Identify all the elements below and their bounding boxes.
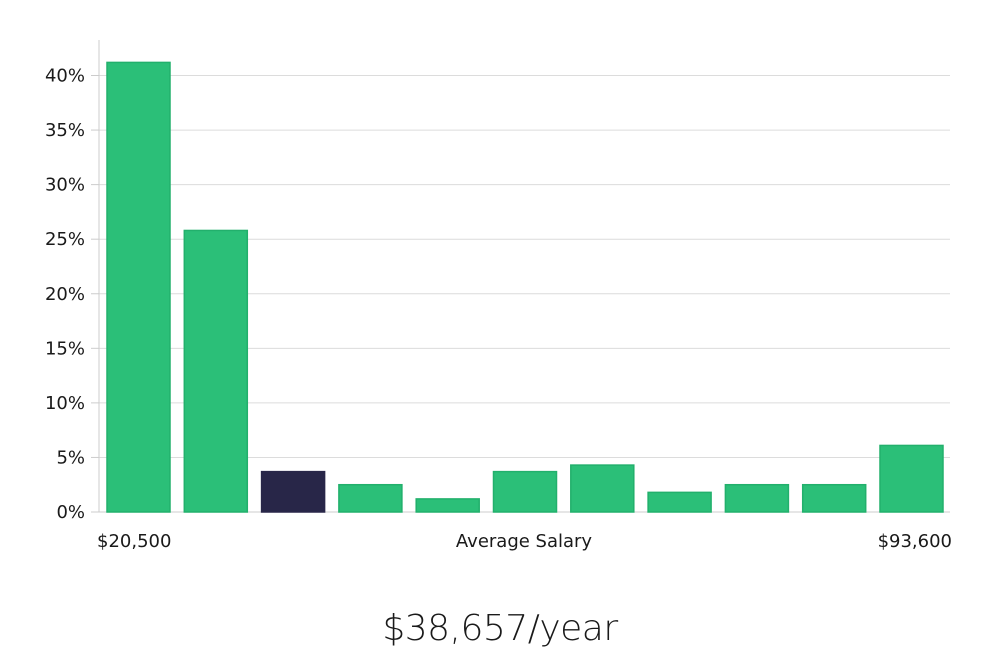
histogram-bar <box>570 464 635 513</box>
histogram-bar <box>492 470 558 513</box>
histogram-bar-highlighted <box>260 470 326 513</box>
y-tick-label: 40% <box>45 66 85 87</box>
y-tick-label: 30% <box>45 175 85 196</box>
y-tick-label: 15% <box>45 338 85 359</box>
histogram-bar <box>183 229 249 513</box>
histogram-bar <box>801 483 867 513</box>
histogram-bar <box>106 61 171 513</box>
y-tick-label: 0% <box>56 502 85 523</box>
histogram-bar <box>879 444 944 513</box>
histogram-bar <box>415 498 480 513</box>
histogram-bar <box>724 483 790 513</box>
x-axis-labels: $20,500 Average Salary $93,600 <box>97 531 952 552</box>
y-tick-label: 35% <box>45 120 85 141</box>
histogram-bar <box>338 483 403 513</box>
x-max-label: $93,600 <box>878 531 952 552</box>
x-axis-title: Average Salary <box>456 531 593 552</box>
average-salary-summary: $38,657/year <box>382 608 618 649</box>
x-min-label: $20,500 <box>97 531 171 552</box>
y-tick-label: 25% <box>45 229 85 250</box>
histogram-bar <box>647 491 712 513</box>
bars <box>106 61 944 513</box>
y-tick-label: 20% <box>45 284 85 305</box>
y-tick-label: 10% <box>45 393 85 414</box>
y-tick-labels: 0% 5% 10% 15% 20% 25% 30% 35% 40% <box>45 66 85 524</box>
y-tick-label: 5% <box>56 447 85 468</box>
